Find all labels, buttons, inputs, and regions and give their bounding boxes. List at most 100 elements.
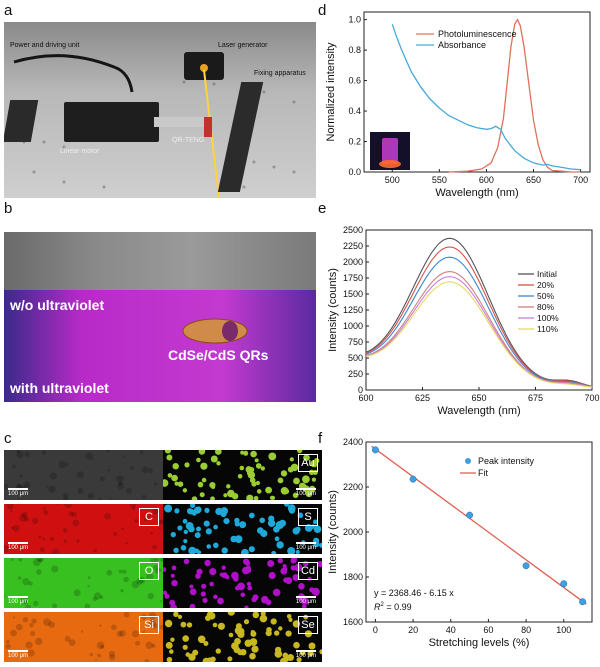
map-tag-au: Au [298, 454, 318, 472]
x-tick-label: 100 [556, 625, 571, 635]
uv-photo: w/o ultraviolet CdSe/CdS QRs with ultrav… [4, 232, 316, 402]
legend-label: Absorbance [438, 40, 486, 50]
panel-label-e: e [318, 200, 327, 217]
y-tick-label: 2500 [343, 225, 363, 235]
x-tick-label: 650 [471, 393, 486, 403]
linear-motor [64, 102, 159, 142]
x-tick-label: 20 [408, 625, 418, 635]
x-tick-label: 700 [573, 175, 588, 185]
scale-bar: 100 μm [8, 488, 28, 497]
scale-bar: 100 μm [8, 650, 28, 659]
scale-bar: 100 μm [8, 542, 28, 551]
legend-label: 80% [537, 302, 554, 312]
fixing-apparatus [217, 82, 264, 192]
series-line [365, 246, 593, 388]
label-with-uv: with ultraviolet [10, 380, 109, 396]
scale-bar: 100 μm [8, 596, 28, 605]
y-tick-label: 750 [348, 337, 363, 347]
series-line [365, 237, 593, 387]
r-squared: R2 = 0.99 [374, 602, 412, 612]
panel-label-c: c [4, 430, 12, 447]
y-tick-label: 0.2 [348, 137, 361, 147]
panel-label-f: f [318, 430, 323, 447]
map-au: Au 100 μm [163, 450, 322, 500]
map-tag-si: Si [139, 616, 159, 634]
data-point [522, 562, 530, 570]
y-tick-label: 1500 [343, 289, 363, 299]
scale-bar: 100 μm [296, 650, 316, 659]
plot-frame [363, 11, 591, 173]
series-line-absorbance [391, 23, 581, 171]
y-tick-label: 2000 [343, 257, 363, 267]
legend-label: Photoluminescence [438, 29, 517, 39]
map-se: Se 100 μm [163, 612, 322, 662]
panel-label-a: a [4, 2, 13, 19]
label-laser-generator: Laser generator [218, 42, 268, 49]
data-point [409, 475, 417, 483]
sample-with-uv [4, 290, 316, 402]
y-axis-label: Intensity (counts) [327, 268, 339, 352]
label-fixing-apparatus: Fixing apparatus [254, 70, 306, 77]
scale-bar: 100 μm [296, 596, 316, 605]
x-tick-label: 675 [528, 393, 543, 403]
y-tick-label: 1.0 [348, 15, 361, 25]
x-tick-label: 40 [446, 625, 456, 635]
x-tick-label: 80 [521, 625, 531, 635]
legend-label: Initial [537, 269, 557, 279]
series-line [365, 281, 593, 388]
legend-label: Peak intensity [478, 456, 535, 466]
vial-inset-photo [370, 132, 410, 170]
label-cdse-cds-qrs: CdSe/CdS QRs [168, 347, 269, 363]
y-tick-label: 1000 [343, 321, 363, 331]
y-tick-label: 2000 [343, 527, 363, 537]
y-tick-label: 2250 [343, 241, 363, 251]
y-tick-label: 500 [348, 353, 363, 363]
map-tag-s: S [298, 508, 318, 526]
quantum-rod-icon [182, 318, 248, 344]
chart-e: 600 625 650 675 700 0 250 500 750 1000 1250 1500 175… [327, 225, 600, 417]
data-point [579, 598, 587, 606]
map-s: S 100 μm [163, 504, 322, 554]
x-tick-label: 550 [432, 175, 447, 185]
fit-line [371, 445, 587, 605]
eds-maps: 100 μm Au 100 μm C 100 μm S 100 μm O 100 μm … [4, 450, 322, 666]
map-si: Si 100 μm [4, 612, 163, 662]
x-tick-label: 600 [358, 393, 373, 403]
legend-label: 20% [537, 280, 554, 290]
label-without-uv: w/o ultraviolet [10, 297, 105, 313]
legend-label: Fit [478, 468, 488, 478]
data-point [466, 511, 474, 519]
label-power-unit: Power and driving unit [10, 42, 80, 49]
legend-label: 100% [537, 313, 559, 323]
y-tick-label: 2200 [343, 482, 363, 492]
label-qr-teng: QR-TENG [172, 137, 205, 144]
map-tag-cd: Cd [297, 562, 318, 580]
y-tick-label: 1750 [343, 273, 363, 283]
map-tag-o: O [139, 562, 159, 580]
plot-frame [365, 229, 593, 391]
scale-bar: 100 μm [296, 488, 316, 497]
y-tick-label: 2400 [343, 437, 363, 447]
y-tick-label: 0 [358, 385, 363, 395]
chart-d: 500 550 600 650 700 0.0 0.2 0.4 0.6 0.8 1.0 Wavelen… [325, 11, 591, 199]
x-tick-label: 700 [584, 393, 599, 403]
y-tick-label: 0.6 [348, 76, 361, 86]
x-tick-label: 60 [483, 625, 493, 635]
x-axis-label: Wavelength (nm) [437, 405, 520, 417]
series-line-photoluminescence [448, 18, 581, 173]
data-point [560, 580, 568, 588]
x-tick-label: 500 [385, 175, 400, 185]
panel-label-b: b [4, 200, 13, 217]
setup-photo: Power and driving unit Laser generator F… [4, 22, 316, 198]
map-tag-se: Se [298, 616, 318, 634]
power-cable [13, 54, 134, 93]
y-tick-label: 0.0 [348, 167, 361, 177]
map-cd: Cd 100 μm [163, 558, 322, 608]
y-axis-label: Intensity (counts) [327, 490, 339, 574]
y-tick-label: 1600 [343, 617, 363, 627]
x-tick-label: 625 [415, 393, 430, 403]
legend-label: 50% [537, 291, 554, 301]
x-axis-label: Stretching levels (%) [429, 637, 530, 649]
y-tick-label: 1250 [343, 305, 363, 315]
